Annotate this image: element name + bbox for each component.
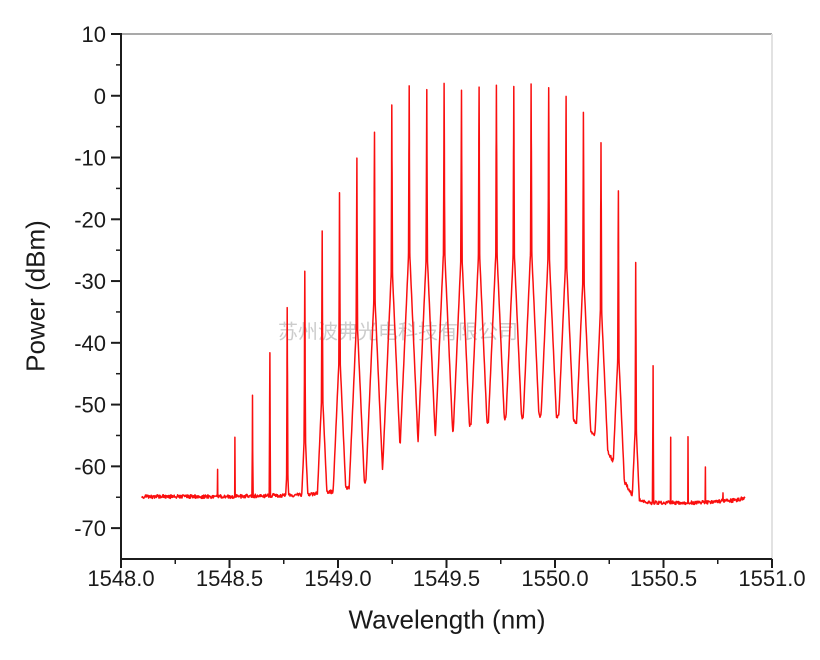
watermark-text: 苏州波弗光电科技有限公司 — [278, 319, 518, 344]
svg-text:1550.0: 1550.0 — [521, 566, 588, 591]
svg-text:1550.5: 1550.5 — [630, 566, 697, 591]
svg-text:-20: -20 — [74, 207, 106, 232]
svg-text:-60: -60 — [74, 454, 106, 479]
svg-text:-30: -30 — [74, 269, 106, 294]
svg-text:1551.0: 1551.0 — [738, 566, 805, 591]
svg-text:-50: -50 — [74, 393, 106, 418]
y-axis-title: Power (dBm) — [20, 220, 51, 372]
svg-text:-40: -40 — [74, 331, 106, 356]
svg-text:-70: -70 — [74, 516, 106, 541]
svg-text:1549.5: 1549.5 — [413, 566, 480, 591]
svg-text:0: 0 — [94, 84, 106, 109]
svg-text:1548.5: 1548.5 — [196, 566, 263, 591]
svg-text:1548.0: 1548.0 — [87, 566, 154, 591]
x-axis-title: Wavelength (nm) — [348, 604, 546, 635]
svg-text:1549.0: 1549.0 — [304, 566, 371, 591]
svg-text:-10: -10 — [74, 146, 106, 171]
svg-text:10: 10 — [82, 22, 106, 47]
